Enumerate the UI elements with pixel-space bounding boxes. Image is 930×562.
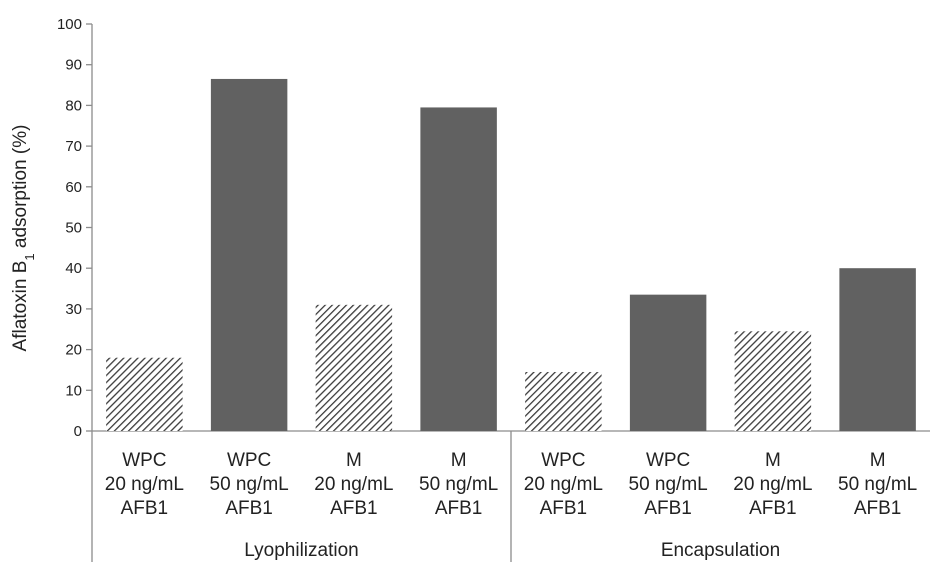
plot-area: 0 10 20 30 40 50 60 70 80 90 100 WPC 20 ng/mL AFB1 WPC… [57,16,930,562]
category-label-line: 50 ng/mL [210,474,289,495]
bar-solid [211,79,287,431]
category-label-line: AFB1 [749,498,797,519]
category-label-line: WPC [541,450,585,471]
y-tick-label: 70 [65,138,82,155]
y-axis-title: Aflatoxin B1 adsorption (%) [10,125,37,352]
category-label-line: M [870,450,886,471]
category-label-line: WPC [646,450,690,471]
category-label-line: AFB1 [540,498,588,519]
category-label-line: AFB1 [854,498,902,519]
y-tick-label: 90 [65,57,82,74]
bar-hatched [316,305,392,431]
category-label-line: M [451,450,467,471]
category-label-line: 50 ng/mL [629,474,708,495]
y-tick-label: 80 [65,97,82,114]
y-tick-label: 0 [74,423,82,440]
category-label-line: AFB1 [644,498,692,519]
y-tick-label: 40 [65,260,82,277]
category-label-line: 50 ng/mL [419,474,498,495]
category-label-line: AFB1 [330,498,378,519]
category-label-line: 50 ng/mL [838,474,917,495]
category-label-line: 20 ng/mL [314,474,393,495]
group-label: Encapsulation [661,540,780,561]
category-label-line: 20 ng/mL [524,474,603,495]
category-label-line: WPC [122,450,166,471]
bar-solid [420,107,496,431]
bar-solid [839,268,915,431]
group-label: Lyophilization [244,540,358,561]
category-label-line: M [765,450,781,471]
bar-hatched [525,372,601,431]
y-tick-label: 30 [65,301,82,318]
category-label-line: 20 ng/mL [105,474,184,495]
y-tick-label: 60 [65,179,82,196]
category-label-line: AFB1 [121,498,169,519]
category-label-line: M [346,450,362,471]
category-label-line: AFB1 [225,498,273,519]
y-tick-label: 10 [65,382,82,399]
category-label-line: WPC [227,450,271,471]
bar-hatched [735,331,811,431]
category-label-line: AFB1 [435,498,483,519]
bar-solid [630,295,706,431]
y-tick-label: 100 [57,16,82,33]
category-label-line: 20 ng/mL [733,474,812,495]
bar-hatched [106,358,182,431]
y-tick-label: 50 [65,220,82,237]
y-tick-label: 20 [65,342,82,359]
